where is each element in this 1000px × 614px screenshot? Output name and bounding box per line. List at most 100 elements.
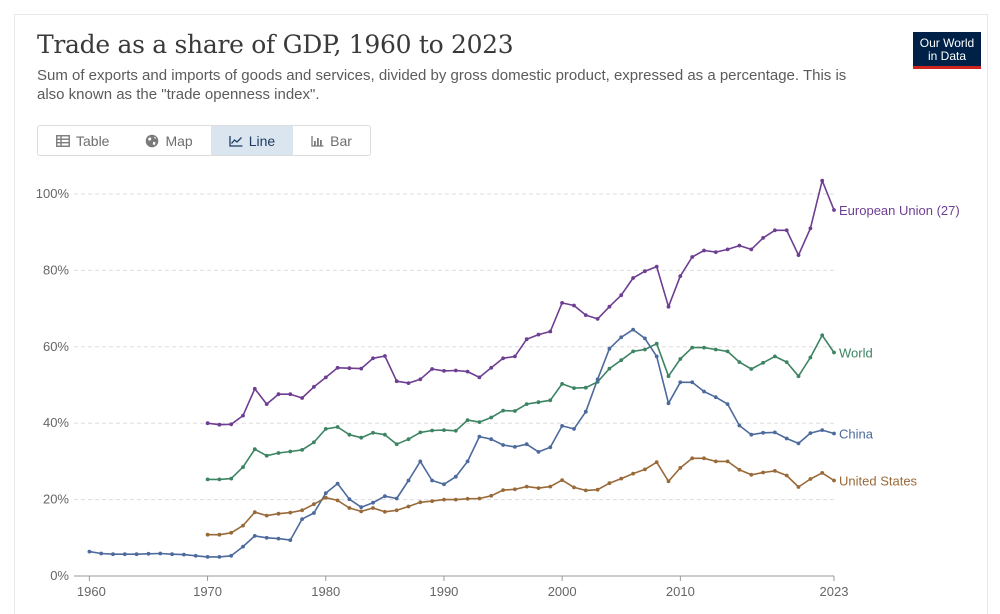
data-point [430,499,434,503]
data-point [347,506,352,510]
data-point [607,304,612,309]
data-point [820,471,825,475]
data-point [501,488,505,492]
data-point [335,481,340,486]
data-point [205,532,210,537]
data-point [394,496,399,501]
data-point [725,402,730,406]
data-point [524,484,529,489]
data-point [252,447,257,452]
data-point [619,293,624,298]
data-point [205,477,210,482]
data-point [394,442,399,447]
data-point [264,535,269,540]
data-point [572,485,576,490]
data-point [477,496,482,501]
data-point [477,434,482,439]
data-point [489,493,494,498]
data-point [796,253,801,257]
data-point [784,436,789,441]
data-point [229,422,234,427]
data-point [501,356,505,361]
data-point [205,421,210,426]
data-point [406,437,411,442]
data-point [820,333,825,338]
data-point [394,508,399,513]
series-label: World [839,346,873,361]
data-point [749,432,754,437]
data-point [690,255,695,259]
data-point [489,365,494,370]
line-chart-icon [229,135,243,147]
data-point [832,208,836,212]
owid-logo[interactable]: Our World in Data [913,32,981,69]
data-point [761,360,765,365]
tab-bar-label: Bar [330,132,352,149]
series-line [207,179,835,426]
data-point [595,317,600,321]
data-point [383,432,387,437]
data-point [241,523,245,528]
data-point [335,365,340,370]
data-point [442,428,446,432]
data-point [560,301,564,305]
x-tick-label: 2023 [820,584,849,599]
view-tabs: Table Map Line Bar [37,125,371,156]
data-point [288,510,293,515]
data-point [264,453,269,458]
data-point [583,409,588,414]
data-point [371,430,375,435]
data-point [690,456,695,461]
data-point [288,538,293,542]
x-tick-label: 1970 [193,584,222,599]
y-tick-label: 20% [43,492,69,507]
tab-bar[interactable]: Bar [293,126,370,155]
data-point [501,443,505,447]
data-point [749,247,754,252]
data-point [643,347,647,352]
data-point [713,250,718,255]
logo-line-1: Our World [919,36,975,50]
data-point [678,380,683,385]
data-point [524,442,529,447]
chart-card [14,14,988,614]
data-point [217,477,222,482]
data-point [312,502,316,507]
data-point [761,430,765,435]
data-point [749,367,754,371]
chart-subtitle: Sum of exports and imports of goods and … [37,67,847,103]
data-point [690,380,695,385]
data-point [442,497,446,502]
data-point [217,422,222,427]
data-point [737,423,742,428]
data-point [607,481,612,486]
data-point [359,435,364,440]
data-point [229,530,234,535]
data-point [264,513,269,518]
x-tick-label: 1980 [311,584,340,599]
data-point [335,425,340,429]
data-point [713,459,718,464]
data-point [406,478,411,483]
tab-table-label: Table [76,132,110,149]
data-point [323,375,328,380]
data-point [725,349,730,354]
data-point [406,504,411,509]
data-point [654,460,659,465]
data-point [418,430,423,435]
data-point [643,336,647,341]
tab-line[interactable]: Line [210,126,294,155]
data-point [631,276,635,280]
data-point [678,357,683,361]
data-point [453,428,458,433]
data-point [631,327,635,332]
data-point [796,374,801,379]
data-point [111,552,115,557]
chart-title: Trade as a share of GDP, 1960 to 2023 [37,30,514,59]
data-point [690,345,695,350]
tab-table[interactable]: Table [38,126,127,155]
data-point [371,500,375,505]
data-point [359,509,364,514]
tab-map[interactable]: Map [127,126,210,155]
